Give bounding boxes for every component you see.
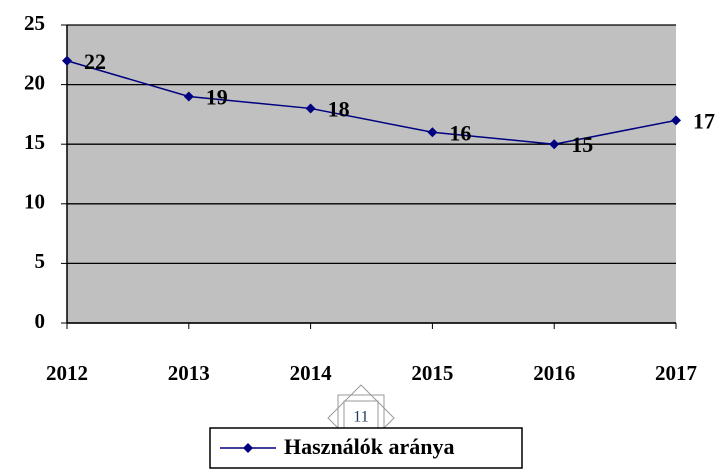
y-tick-label: 0 [35, 309, 46, 333]
data-label: 17 [693, 108, 715, 133]
data-label: 22 [84, 49, 106, 74]
data-label: 16 [449, 120, 471, 145]
data-label: 19 [206, 85, 228, 110]
x-tick-label: 2015 [411, 361, 453, 385]
plot-area [67, 25, 676, 323]
legend-label: Használók aránya [284, 434, 455, 459]
x-tick-label: 2013 [168, 361, 210, 385]
data-point [62, 55, 72, 66]
data-point [183, 91, 194, 102]
data-point [671, 115, 681, 126]
x-tick-label: 2017 [655, 361, 697, 385]
page-number: 11 [353, 409, 368, 426]
data-point [305, 103, 316, 114]
x-tick-label: 2012 [46, 361, 88, 385]
legend-marker [243, 443, 253, 453]
y-tick-label: 25 [24, 11, 45, 35]
data-point [549, 139, 560, 150]
y-tick-label: 10 [24, 190, 45, 214]
y-tick-label: 15 [24, 130, 45, 154]
data-label: 15 [571, 132, 593, 157]
x-tick-label: 2016 [533, 361, 575, 385]
x-tick-label: 2014 [290, 361, 333, 385]
y-tick-label: 5 [35, 249, 46, 273]
data-point [427, 127, 438, 138]
data-label: 18 [328, 96, 350, 121]
y-tick-label: 20 [24, 70, 45, 94]
data-line [66, 60, 677, 145]
